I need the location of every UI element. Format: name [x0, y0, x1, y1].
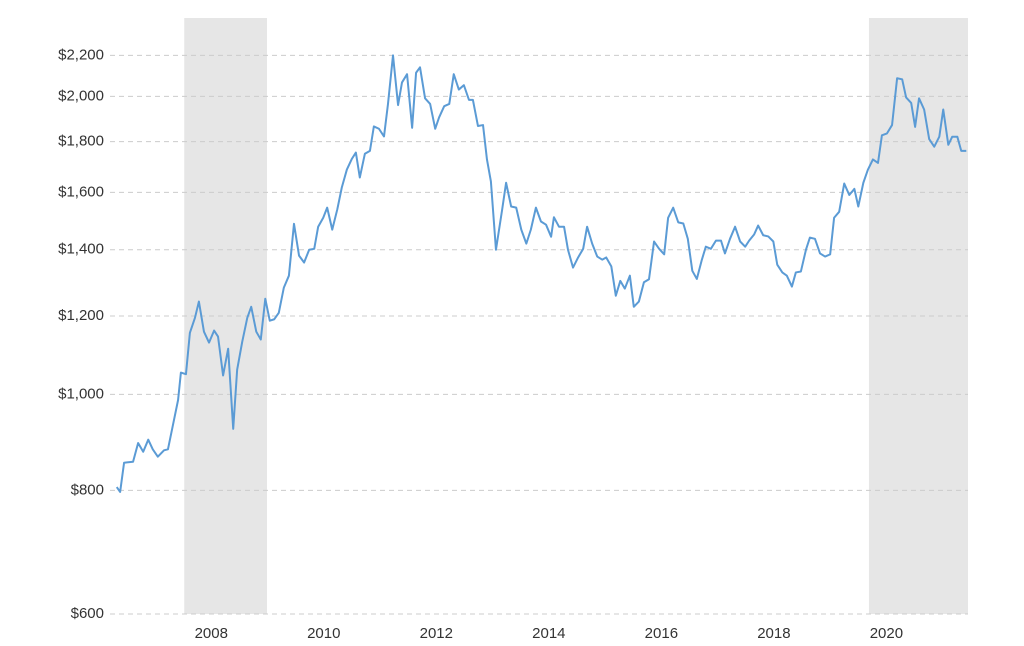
x-tick-label: 2018: [757, 625, 790, 642]
y-tick-label: $1,400: [58, 241, 104, 258]
x-tick-label: 2020: [870, 625, 903, 642]
y-tick-label: $2,000: [58, 87, 104, 104]
y-tick-label: $2,200: [58, 46, 104, 63]
y-tick-label: $800: [71, 481, 104, 498]
x-tick-label: 2008: [195, 625, 228, 642]
y-tick-label: $1,000: [58, 385, 104, 402]
y-tick-label: $1,200: [58, 307, 104, 324]
x-tick-label: 2016: [645, 625, 678, 642]
y-tick-label: $600: [71, 605, 104, 622]
x-tick-label: 2012: [420, 625, 453, 642]
x-tick-label: 2010: [307, 625, 340, 642]
x-tick-label: 2014: [532, 625, 565, 642]
y-tick-label: $1,800: [58, 133, 104, 150]
price-line: [115, 54, 967, 493]
y-tick-label: $1,600: [58, 183, 104, 200]
